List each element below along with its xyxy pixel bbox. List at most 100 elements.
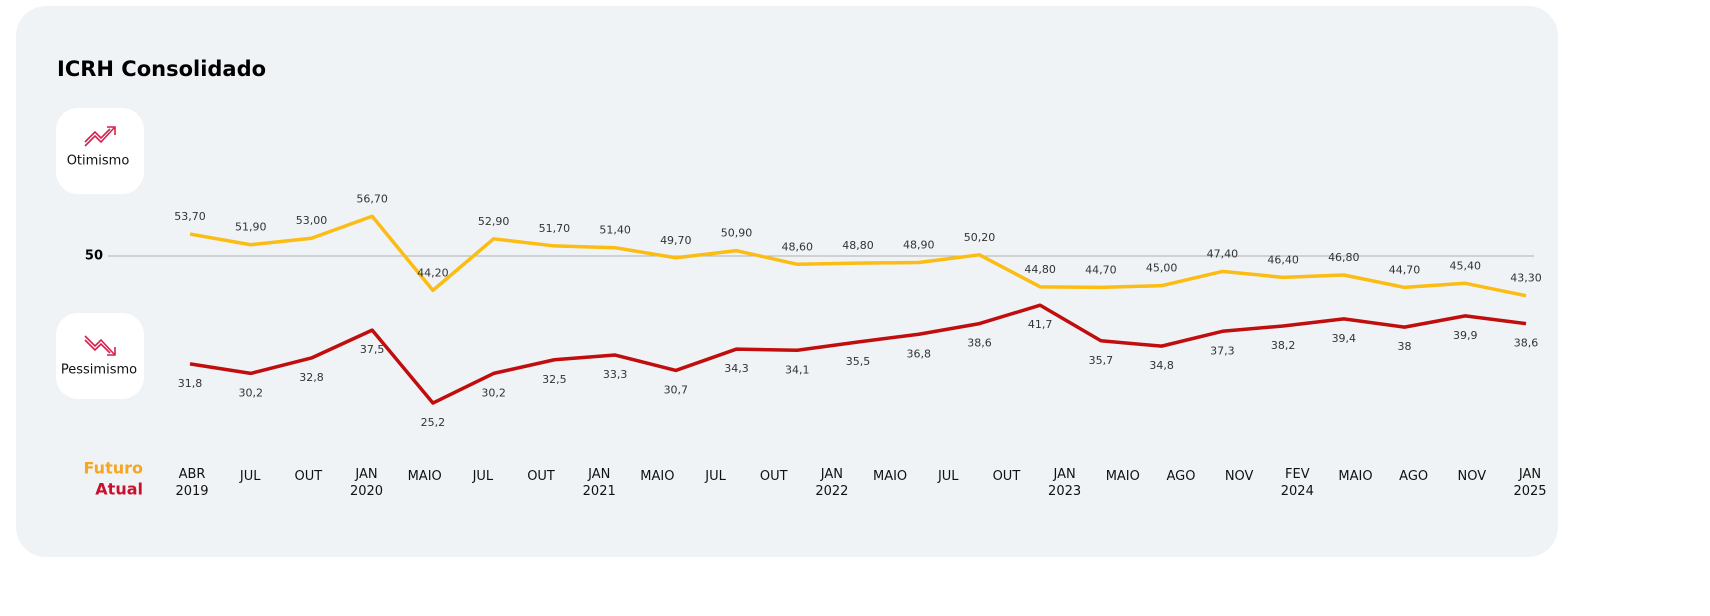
data-label: 45,00 xyxy=(1146,262,1178,275)
x-tick-month: OUT xyxy=(760,469,788,484)
data-label: 49,70 xyxy=(660,234,692,247)
x-tick-label: MAIO xyxy=(408,469,442,484)
x-tick-label: JUL xyxy=(704,469,726,484)
x-tick-label: JUL xyxy=(472,469,494,484)
data-label: 32,8 xyxy=(299,371,324,384)
series-box xyxy=(56,313,144,399)
x-tick-label: JAN 2022 xyxy=(815,467,848,499)
x-tick-label: AGO xyxy=(1166,469,1195,484)
x-tick-year: 2025 xyxy=(1513,484,1546,499)
data-label: 38,6 xyxy=(1514,337,1539,350)
x-tick-month: JAN xyxy=(820,467,843,482)
series-box xyxy=(56,108,144,194)
x-tick-month: NOV xyxy=(1458,469,1487,484)
line xyxy=(189,214,1527,298)
chart-title: ICRH Consolidado xyxy=(57,57,266,81)
x-tick-month: NOV xyxy=(1225,469,1254,484)
data-label: 53,00 xyxy=(296,214,328,227)
x-tick-month: MAIO xyxy=(1106,469,1140,484)
x-tick-month: OUT xyxy=(294,469,322,484)
data-label: 35,5 xyxy=(846,355,871,368)
data-label: 34,8 xyxy=(1149,359,1174,372)
x-tick-month: JAN xyxy=(1518,467,1541,482)
data-label: 53,70 xyxy=(174,210,206,223)
x-tick-label: JAN 2021 xyxy=(583,467,616,499)
data-label: 48,60 xyxy=(782,240,814,253)
series-label: Otimismo xyxy=(67,154,130,169)
x-tick-label: JAN 2025 xyxy=(1513,467,1546,499)
data-label: 41,7 xyxy=(1028,318,1053,331)
x-tick-month: JUL xyxy=(239,469,261,484)
data-label: 38,6 xyxy=(967,337,992,350)
data-label: 44,70 xyxy=(1389,263,1421,276)
down-icon xyxy=(84,335,116,356)
data-label: 51,40 xyxy=(599,224,631,237)
data-label: 39,4 xyxy=(1332,332,1357,345)
data-label: 47,40 xyxy=(1207,247,1239,260)
data-label: 52,90 xyxy=(478,215,510,228)
x-tick-label: MAIO xyxy=(640,469,674,484)
x-tick-year: 2019 xyxy=(175,484,208,499)
data-label: 36,8 xyxy=(906,347,931,360)
data-label: 46,80 xyxy=(1328,251,1360,264)
data-label: 44,80 xyxy=(1024,263,1056,276)
data-label: 50,90 xyxy=(721,227,753,240)
data-label: 51,70 xyxy=(539,222,571,235)
x-tick-month: MAIO xyxy=(408,469,442,484)
x-tick-label: ABR 2019 xyxy=(175,467,208,499)
legend-label: Atual xyxy=(95,480,143,499)
x-tick-month: JAN xyxy=(587,467,610,482)
x-tick-year: 2024 xyxy=(1281,484,1314,499)
data-label: 38 xyxy=(1398,340,1412,353)
x-tick-month: JAN xyxy=(1052,467,1075,482)
x-tick-year: 2021 xyxy=(583,484,616,499)
x-tick-month: JUL xyxy=(472,469,494,484)
x-tick-label: JAN 2023 xyxy=(1048,467,1081,499)
x-tick-month: JUL xyxy=(704,469,726,484)
x-tick-month: AGO xyxy=(1399,469,1428,484)
card xyxy=(16,6,1558,557)
data-label: 34,1 xyxy=(785,363,810,376)
x-tick-label: MAIO xyxy=(1106,469,1140,484)
x-tick-month: MAIO xyxy=(1338,469,1372,484)
data-label: 48,80 xyxy=(842,239,874,252)
x-tick-year: 2022 xyxy=(815,484,848,499)
data-label: 44,70 xyxy=(1085,263,1117,276)
x-tick-label: NOV xyxy=(1458,469,1487,484)
x-tick-label: JAN 2020 xyxy=(350,467,383,499)
x-tick-label: JUL xyxy=(937,469,959,484)
data-label: 31,8 xyxy=(178,377,203,390)
x-tick-month: MAIO xyxy=(640,469,674,484)
x-tick-label: OUT xyxy=(527,469,555,484)
x-tick-month: ABR xyxy=(179,467,206,482)
up-icon xyxy=(84,126,116,147)
y-tick-label: 50 xyxy=(85,249,103,264)
data-label: 43,30 xyxy=(1510,272,1542,285)
x-tick-month: MAIO xyxy=(873,469,907,484)
data-label: 37,5 xyxy=(360,343,385,356)
x-tick-label: OUT xyxy=(760,469,788,484)
x-tick-month: JAN xyxy=(354,467,377,482)
data-label: 51,90 xyxy=(235,221,267,234)
data-label: 30,2 xyxy=(481,386,506,399)
x-tick-month: OUT xyxy=(993,469,1021,484)
data-label: 32,5 xyxy=(542,373,567,386)
data-label: 45,40 xyxy=(1450,259,1482,272)
x-tick-label: OUT xyxy=(993,469,1021,484)
x-tick-label: MAIO xyxy=(1338,469,1372,484)
x-tick-label: OUT xyxy=(294,469,322,484)
data-label: 46,40 xyxy=(1267,253,1299,266)
x-tick-month: AGO xyxy=(1166,469,1195,484)
data-label: 33,3 xyxy=(603,368,628,381)
x-tick-month: FEV xyxy=(1285,467,1310,482)
data-label: 50,20 xyxy=(964,231,996,244)
data-label: 34,3 xyxy=(724,362,749,375)
x-tick-label: NOV xyxy=(1225,469,1254,484)
legend-label: Futuro xyxy=(84,459,143,478)
data-label: 48,90 xyxy=(903,239,935,252)
data-label: 35,7 xyxy=(1089,354,1114,367)
data-label: 38,2 xyxy=(1271,339,1296,352)
data-label: 30,7 xyxy=(664,383,689,396)
data-label: 37,3 xyxy=(1210,344,1235,357)
x-tick-label: MAIO xyxy=(873,469,907,484)
